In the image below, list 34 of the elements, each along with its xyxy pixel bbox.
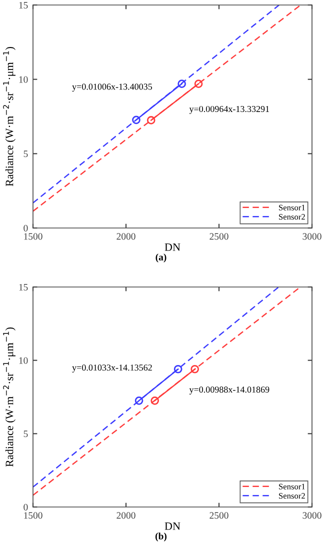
y-tick-label: 5 <box>24 430 28 438</box>
point <box>146 116 156 124</box>
annotation: y=0.01006x-13.40035 <box>72 84 152 92</box>
y-axis-title: Radiance (W·m$^{−2}$·sr$^{−1}$·μm$^{−1}$) <box>3 327 16 467</box>
x-tick-label: 1500 <box>24 512 42 519</box>
x-axis-title: DN <box>164 244 180 251</box>
annotation: y=0.01033x-14.13562 <box>72 364 152 372</box>
x-tick-label: 2000 <box>116 233 136 240</box>
point <box>132 116 140 124</box>
annotation: y=0.00988x-14.01869 <box>189 386 270 394</box>
y-axis-title: Radiance (W·m$^{−2}$·sr$^{−1}$·μm$^{−1}$) <box>3 46 16 186</box>
x-tick-label: 3000 <box>302 233 322 240</box>
text: (a) <box>156 254 166 262</box>
x-tick-label: 1500 <box>24 233 42 240</box>
y-tick-label: 15 <box>19 284 28 290</box>
x-tick-label: 2500 <box>210 233 228 240</box>
legend-label: Sensor1 <box>279 204 305 210</box>
y-tick-label: 0 <box>24 224 28 232</box>
x-tick-label: 3000 <box>302 512 322 519</box>
legend-label: Sensor2 <box>279 214 305 220</box>
legend-label: Sensor2 <box>279 493 305 499</box>
point <box>178 80 186 88</box>
y-tick-label: 5 <box>24 150 28 158</box>
y-tick-label: 0 <box>24 504 28 510</box>
x-axis-title: DN <box>164 522 180 530</box>
point <box>194 80 203 88</box>
x-tick-label: 2500 <box>210 512 228 519</box>
y-tick-label: 10 <box>19 76 28 83</box>
annotation: y=0.00964x-13.33291 <box>189 106 270 114</box>
legend-label: Sensor1 <box>279 484 305 490</box>
y-tick-label: 15 <box>19 2 28 8</box>
text: (b) <box>155 532 167 542</box>
x-tick-label: 2000 <box>116 512 136 519</box>
y-tick-label: 10 <box>19 357 28 364</box>
